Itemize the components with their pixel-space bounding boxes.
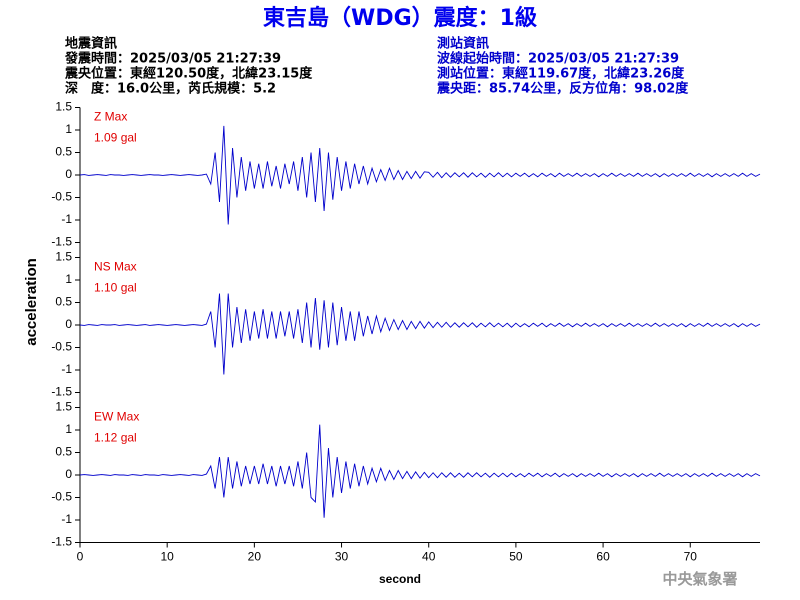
x-tick-label: 70	[684, 550, 698, 564]
x-tick-label: 20	[248, 550, 262, 564]
event-info-line: 發震時間：2025/03/05 21:27:39	[64, 51, 281, 67]
y-tick-label: -0.5	[51, 490, 72, 504]
y-tick-label: -1.5	[51, 535, 72, 549]
y-tick-label: -0.5	[51, 190, 72, 204]
y-tick-label: 1	[65, 422, 72, 436]
y-tick-label: -1	[61, 212, 72, 226]
x-tick-label: 40	[422, 550, 436, 564]
panel-max: 1.09 gal	[94, 131, 137, 145]
y-tick-label: -0.5	[51, 340, 72, 354]
waveform	[79, 125, 761, 225]
x-axis-label: second	[379, 572, 421, 586]
title: 東吉島（WDG）震度：1級	[263, 5, 537, 31]
panel-max: 1.10 gal	[94, 281, 137, 295]
y-tick-label: 0.5	[55, 445, 72, 459]
panel-label: NS Max	[94, 260, 137, 274]
station-info-line: 測站資訊	[437, 36, 489, 52]
panel-max: 1.12 gal	[94, 431, 137, 445]
y-tick-label: 1	[65, 272, 72, 286]
y-tick-label: 1.5	[55, 250, 72, 264]
panel-label: EW Max	[94, 410, 139, 424]
y-axis-label: acceleration	[23, 258, 40, 346]
station-info-line: 測站位置：東經119.67度，北緯23.26度	[437, 66, 685, 82]
y-tick-label: -1.5	[51, 385, 72, 399]
waveform	[79, 293, 761, 375]
event-info-line: 震央位置：東經120.50度，北緯23.15度	[64, 66, 313, 82]
panel-label: Z Max	[94, 110, 127, 124]
y-tick-label: 0	[65, 167, 72, 181]
y-tick-label: -1.5	[51, 235, 72, 249]
event-info-line: 地震資訊	[65, 36, 117, 52]
y-tick-label: 0	[65, 317, 72, 331]
y-tick-label: 1	[65, 122, 72, 136]
y-tick-label: 0.5	[55, 145, 72, 159]
station-info-line: 波線起始時間：2025/03/05 21:27:39	[437, 51, 679, 67]
x-tick-label: 0	[77, 550, 84, 564]
watermark: 中央氣象署	[662, 570, 737, 588]
waveform	[79, 424, 761, 518]
event-info-line: 深 度：16.0公里，芮氏規模：5.2	[65, 81, 276, 97]
y-tick-label: -1	[61, 512, 72, 526]
x-tick-label: 60	[596, 550, 610, 564]
x-tick-label: 10	[160, 550, 174, 564]
y-tick-label: 0.5	[55, 295, 72, 309]
y-tick-label: -1	[61, 362, 72, 376]
station-info-line: 震央距：85.74公里，反方位角：98.02度	[436, 81, 689, 97]
x-tick-label: 50	[509, 550, 523, 564]
x-tick-label: 30	[335, 550, 349, 564]
y-tick-label: 1.5	[55, 100, 72, 114]
y-tick-label: 0	[65, 467, 72, 481]
y-tick-label: 1.5	[55, 400, 72, 414]
